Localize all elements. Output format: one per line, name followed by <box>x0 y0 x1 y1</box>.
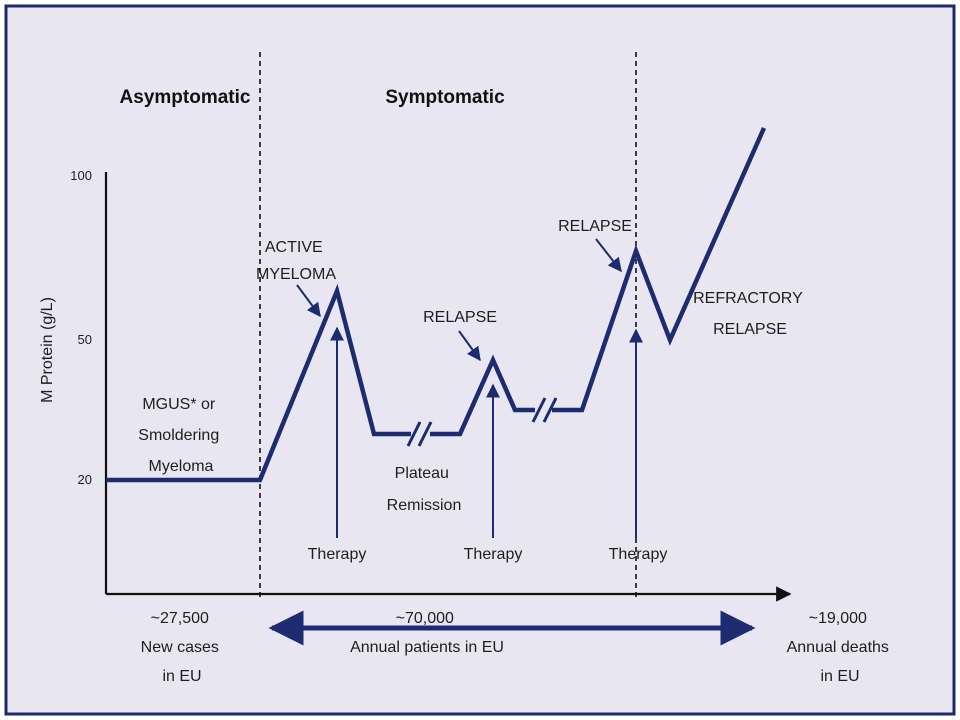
new-cases-stat: ~27,500 New cases in EU <box>141 610 224 685</box>
y-axis-title: M Protein (g/L) <box>39 297 56 403</box>
plateau-remission-label: Plateau Remission <box>387 465 462 514</box>
y-tick-50: 50 <box>78 332 92 347</box>
relapse-label-1: RELAPSE <box>423 309 497 326</box>
m-protein-curve-segment-2 <box>430 354 535 437</box>
relapse-2-pointer-arrow <box>595 238 622 273</box>
timeline-break-2a <box>531 397 547 423</box>
asymptomatic-header: Asymptomatic <box>120 87 251 108</box>
m-protein-curve-segment-1 <box>106 283 411 483</box>
y-tick-100: 100 <box>70 168 92 183</box>
relapse-1-pointer-arrow <box>458 330 481 362</box>
symptomatic-header: Symptomatic <box>385 87 505 108</box>
active-myeloma-pointer-arrow <box>296 284 321 318</box>
therapy-label-2: Therapy <box>464 546 523 563</box>
timeline-break-2b <box>542 397 558 423</box>
y-tick-20: 20 <box>78 472 92 487</box>
timeline-break-1a <box>406 421 422 447</box>
therapy-label-1: Therapy <box>308 546 367 563</box>
active-myeloma-label: ACTIVE MYELOMA <box>256 239 336 283</box>
annual-deaths-stat: ~19,000 Annual deaths in EU <box>787 610 894 685</box>
therapy-label-3: Therapy <box>609 546 668 563</box>
timeline-break-1b <box>417 421 433 447</box>
relapse-label-2: RELAPSE <box>558 218 632 235</box>
refractory-relapse-label: REFRACTORY RELAPSE <box>693 290 807 338</box>
mgus-label: MGUS* or Smoldering Myeloma <box>138 396 223 475</box>
m-protein-curve-segment-3 <box>552 127 767 413</box>
